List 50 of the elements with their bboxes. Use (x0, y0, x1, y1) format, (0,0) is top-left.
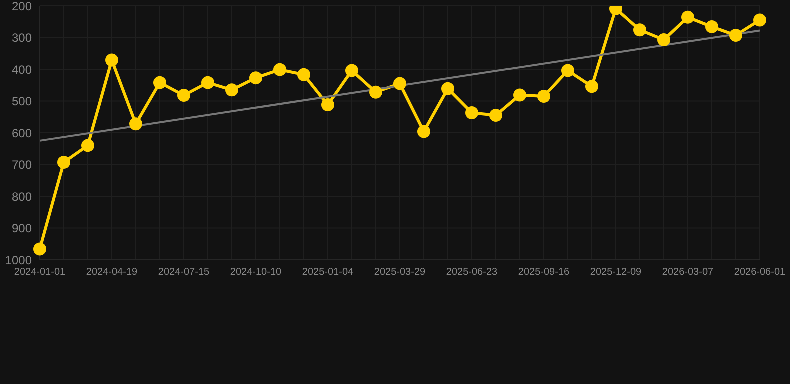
y-tick-label: 700 (12, 158, 32, 172)
point (154, 76, 166, 90)
y-tick-label: 400 (12, 62, 32, 77)
x-tick-label: 2024-01-01 (14, 267, 66, 278)
point (754, 14, 766, 27)
point (226, 84, 238, 97)
y-tick-label: 300 (12, 31, 32, 46)
point (82, 139, 94, 152)
point (586, 80, 598, 94)
y-tick-label: 800 (12, 190, 32, 204)
point (418, 125, 430, 138)
x-tick-label: 2025-12-09 (590, 267, 642, 278)
point (346, 64, 358, 78)
point (658, 33, 670, 46)
x-tick-label: 2024-10-10 (230, 267, 282, 278)
point (562, 64, 574, 78)
point (322, 98, 334, 112)
y-tick-label: 900 (12, 222, 32, 236)
y-tick-label: 1000 (5, 253, 32, 268)
point (466, 106, 478, 120)
x-tick-label: 2025-06-23 (446, 267, 498, 278)
x-tick-label: 2025-09-16 (518, 267, 570, 278)
point (490, 109, 502, 122)
y-tick-label: 600 (12, 126, 32, 140)
point (514, 88, 526, 102)
point (394, 77, 406, 90)
point (634, 24, 646, 37)
point (58, 156, 70, 170)
point (202, 76, 214, 90)
y-tick-label: 500 (12, 94, 32, 109)
point (250, 72, 262, 85)
point (106, 54, 118, 67)
point (178, 89, 190, 102)
point (274, 63, 286, 76)
point (298, 68, 310, 82)
point (442, 82, 454, 96)
point (34, 242, 46, 256)
point (130, 118, 142, 131)
x-tick-label: 2024-07-15 (158, 267, 210, 278)
point (538, 90, 550, 103)
x-tick-label: 2025-01-04 (302, 267, 354, 278)
point (706, 20, 718, 34)
point (730, 29, 742, 42)
point (682, 10, 694, 24)
x-tick-label: 2026-06-01 (734, 267, 786, 278)
x-tick-label: 2024-04-19 (86, 267, 138, 278)
x-tick-label: 2025-03-29 (374, 267, 426, 278)
point (370, 86, 382, 99)
y-tick-label: 200 (12, 0, 32, 14)
x-tick-label: 2026-03-07 (662, 267, 714, 278)
